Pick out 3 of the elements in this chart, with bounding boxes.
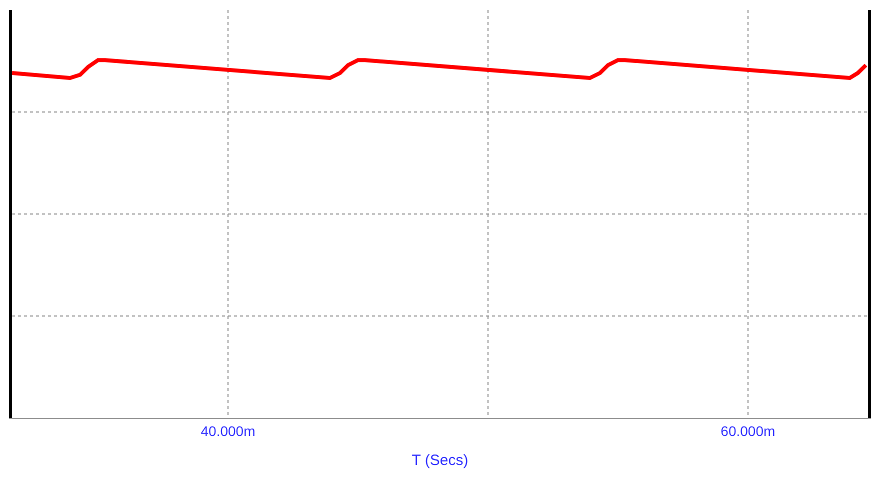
x-axis-title: T (Secs)	[412, 452, 468, 469]
x-tick-label: 40.000m	[200, 422, 256, 439]
x-tick-label: 60.000m	[720, 422, 776, 439]
